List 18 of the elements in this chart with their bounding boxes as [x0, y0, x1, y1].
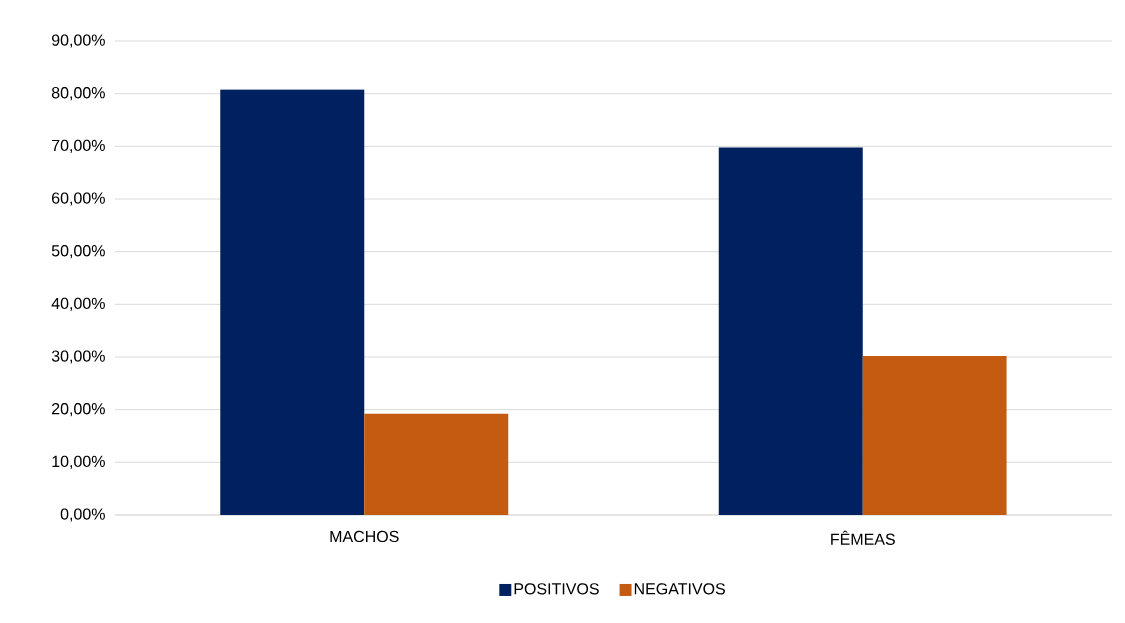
- bar: [220, 89, 365, 515]
- bar: [718, 147, 863, 515]
- y-tick-label: 20,00%: [52, 403, 105, 417]
- y-tick-label: 40,00%: [51, 297, 105, 311]
- bar: [862, 355, 1007, 515]
- legend-label: POSITIVOS: [514, 583, 599, 595]
- y-tick-label: 80,00%: [51, 87, 105, 101]
- y-tick-label: 70,00%: [52, 139, 105, 153]
- y-tick-label: 30,00%: [51, 350, 105, 364]
- y-tick-label: 60,00%: [52, 192, 105, 206]
- legend-label: NEGATIVOS: [634, 583, 725, 595]
- x-tick-label: MACHOS: [330, 530, 399, 543]
- y-tick-label: 90,00%: [51, 34, 105, 48]
- y-tick-label: 0,00%: [60, 508, 105, 522]
- y-tick-label: 10,00%: [52, 455, 105, 469]
- bar: [364, 413, 509, 515]
- y-tick-label: 50,00%: [51, 245, 105, 259]
- x-tick-label: FÊMEAS: [831, 530, 895, 545]
